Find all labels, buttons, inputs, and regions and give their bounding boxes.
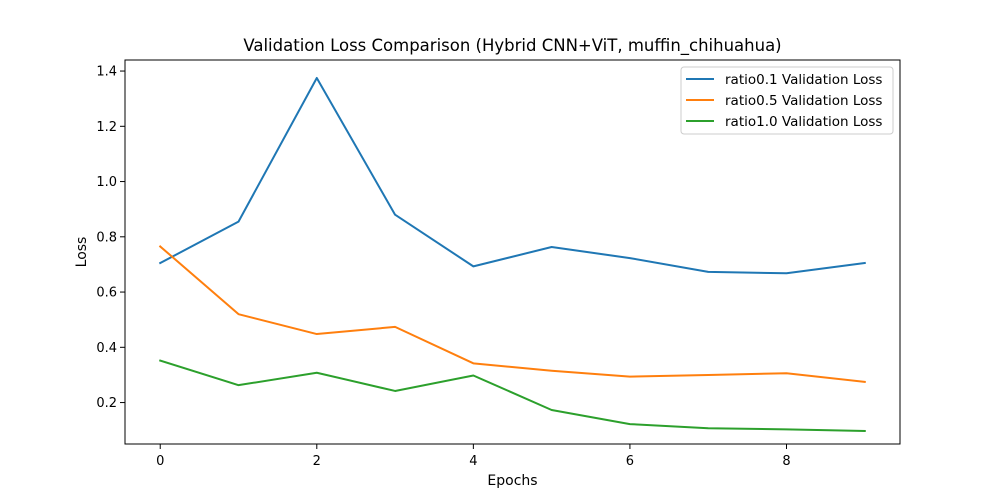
y-axis-label: Loss — [74, 237, 90, 268]
x-tick-label: 8 — [782, 454, 790, 469]
y-tick-label: 0.6 — [96, 286, 117, 301]
series-line-2 — [158, 245, 866, 383]
x-tick-label: 6 — [626, 454, 634, 469]
x-axis-ticks: 0 2 4 6 8 — [156, 444, 791, 469]
legend-label: ratio1.0 Validation Loss — [725, 114, 882, 130]
y-tick-label: 0.4 — [96, 341, 117, 356]
y-axis-ticks: 0.2 0.4 0.6 0.8 1.0 1.2 1.4 — [96, 65, 125, 411]
y-tick-label: 1.2 — [96, 120, 117, 135]
series-line-1 — [158, 76, 866, 275]
x-tick-label: 4 — [469, 454, 477, 469]
x-tick-label: 0 — [156, 454, 164, 469]
y-tick-label: 1.0 — [96, 175, 117, 190]
y-tick-label: 0.8 — [96, 230, 117, 245]
legend: ratio0.1 Validation Loss ratio0.5 Validat… — [680, 66, 894, 135]
chart-title: Validation Loss Comparison (Hybrid CNN+V… — [243, 36, 781, 56]
y-tick-label: 1.4 — [96, 65, 117, 80]
series-lines — [158, 76, 866, 433]
x-tick-label: 2 — [313, 454, 321, 469]
plot-frame — [124, 59, 901, 445]
x-axis-label: Epochs — [487, 473, 537, 489]
y-tick-label: 0.2 — [96, 396, 117, 411]
series-line-3 — [158, 359, 866, 433]
legend-label: ratio0.1 Validation Loss — [725, 72, 882, 88]
legend-label: ratio0.5 Validation Loss — [725, 93, 882, 109]
legend-box — [680, 66, 894, 135]
